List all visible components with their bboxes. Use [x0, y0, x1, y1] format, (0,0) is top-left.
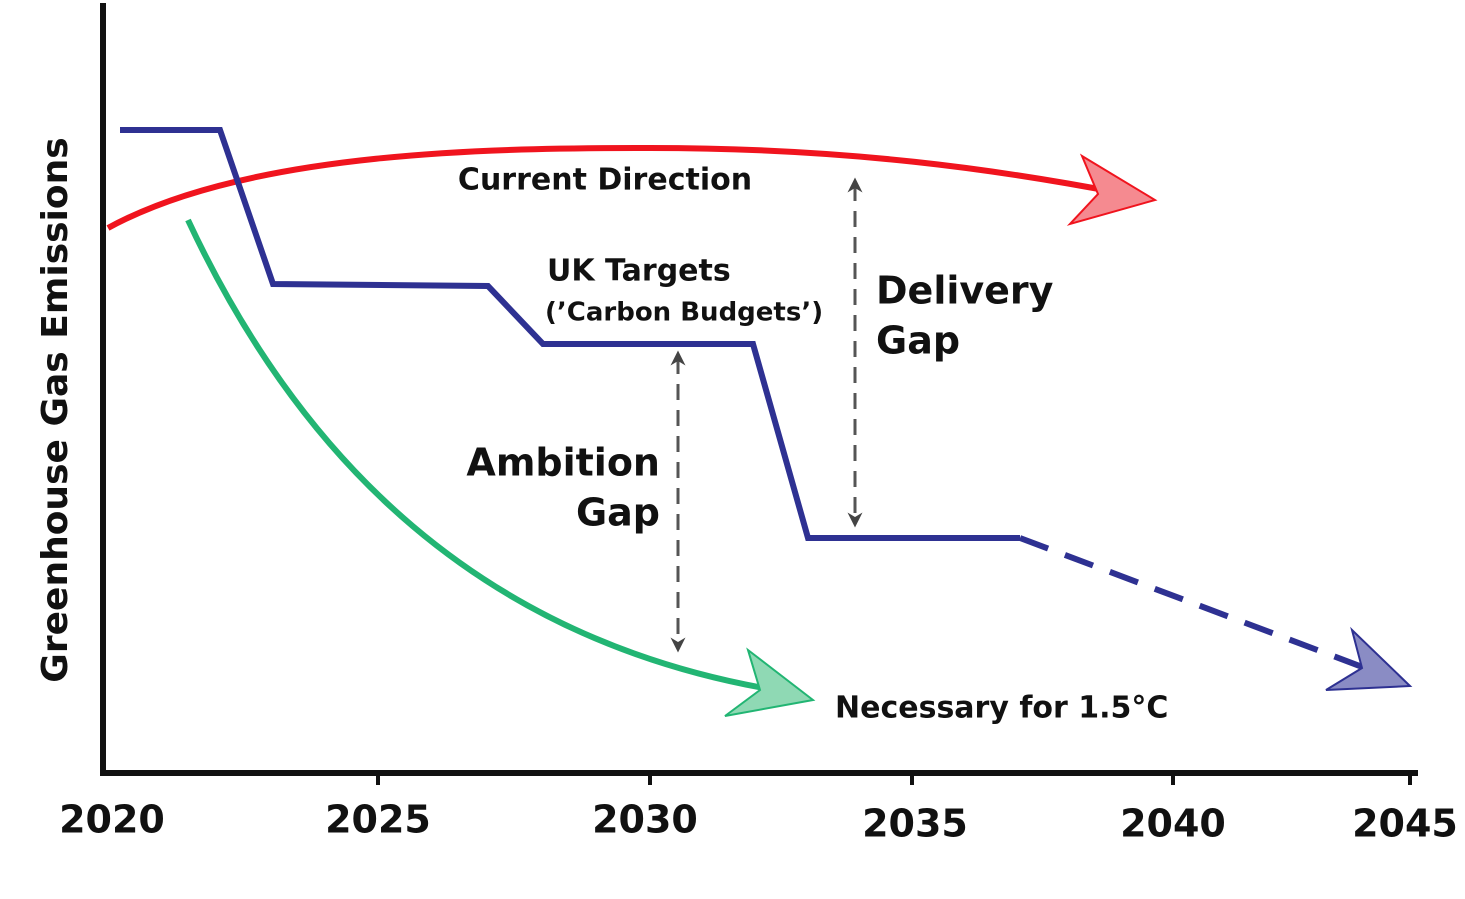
uk-targets-arrowhead [1325, 626, 1413, 691]
gap-label: Delivery [876, 269, 1054, 313]
x-tick-label: 2020 [59, 798, 165, 842]
line-label: Necessary for 1.5°C [835, 691, 1168, 726]
gap-label: Gap [576, 491, 660, 535]
x-tick-label: 2025 [325, 798, 431, 842]
y-axis-label: Greenhouse Gas Emissions [35, 137, 76, 682]
gap-label: Ambition [466, 441, 660, 485]
x-tick-label: 2030 [592, 798, 698, 842]
current-direction-line [106, 144, 1121, 231]
x-tick-label: 2040 [1120, 802, 1226, 846]
necessary-line [185, 218, 776, 693]
current-direction-arrowhead [1066, 153, 1158, 226]
uk-targets-projection [1018, 535, 1367, 671]
gap-label: Gap [876, 319, 960, 363]
line-label: UK Targets [547, 254, 731, 289]
necessary-arrowhead [724, 647, 816, 717]
line-label: (’Carbon Budgets’) [545, 298, 823, 328]
uk-targets-line [120, 127, 1020, 541]
x-tick-label: 2035 [862, 802, 968, 846]
x-tick-marks [376, 773, 1412, 785]
x-tick-label: 2045 [1352, 802, 1458, 846]
line-label: Current Direction [458, 163, 752, 198]
